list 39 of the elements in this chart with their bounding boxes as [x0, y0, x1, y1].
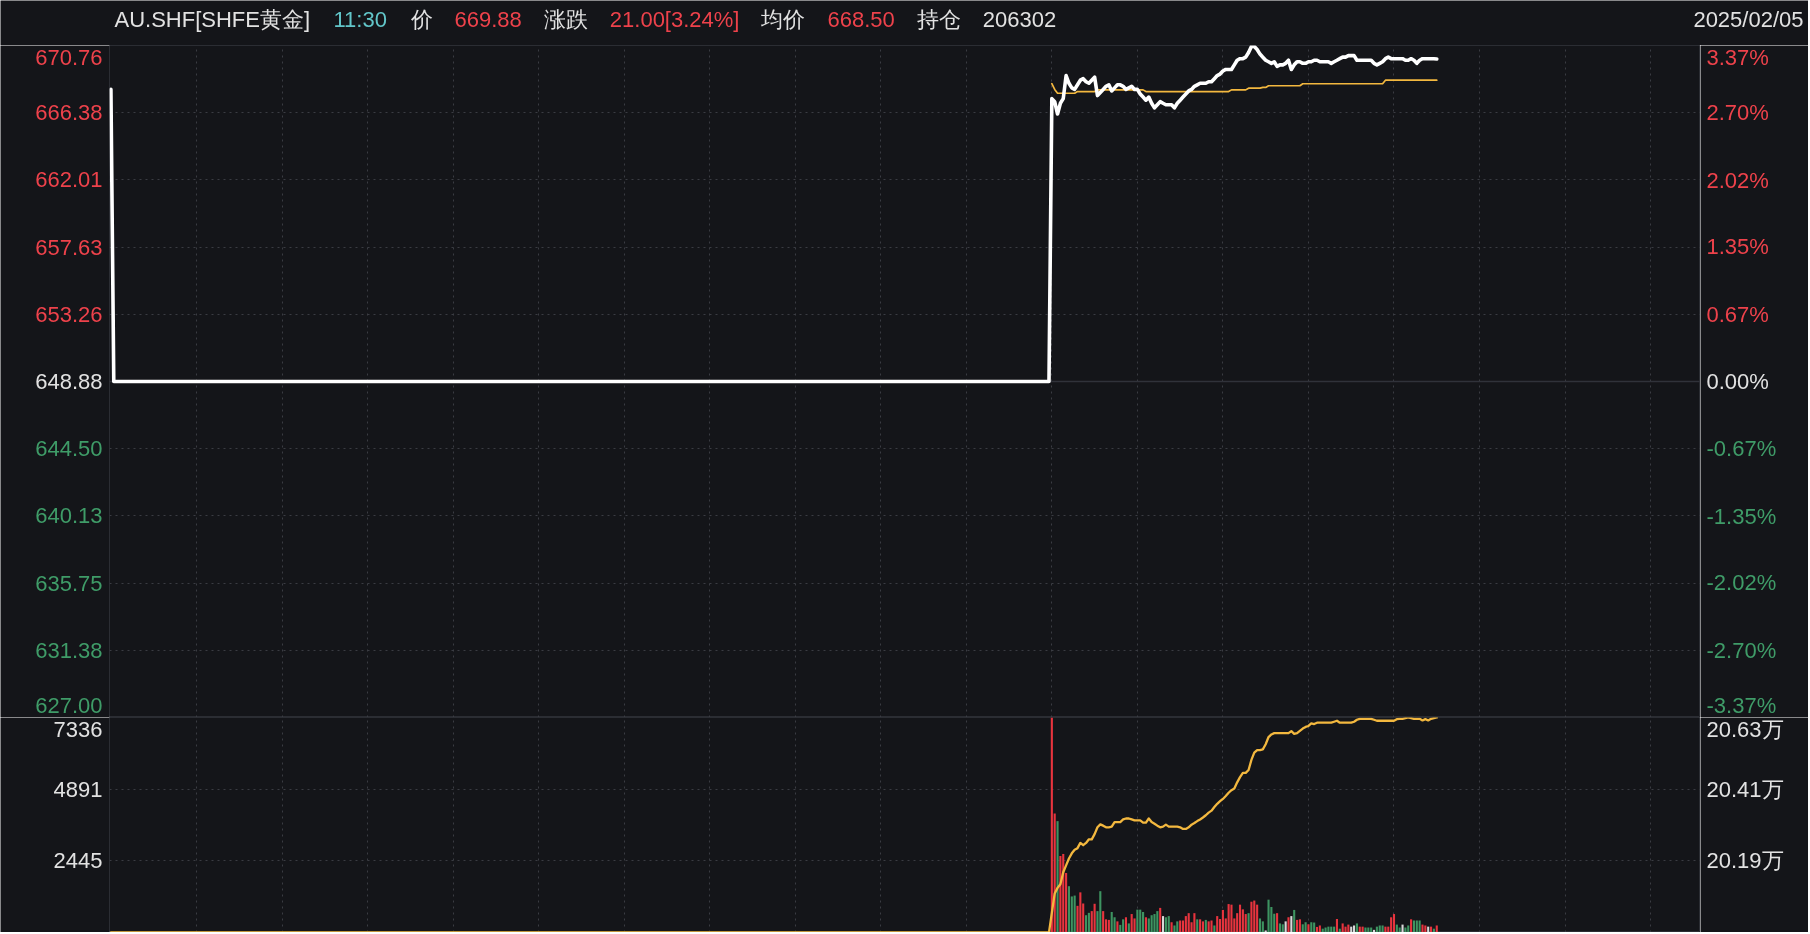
y2-tick-label: -0.67%	[1706, 435, 1777, 461]
y2-tick-label: 20.19万	[1706, 848, 1784, 874]
y2-tick-label: -2.02%	[1706, 570, 1777, 596]
y2-tick-label: 3.37%	[1706, 45, 1769, 71]
y2-tick-label: 20.41万	[1706, 776, 1784, 802]
y2-tick-label: 0.00%	[1706, 369, 1769, 394]
y-tick-label: 640.13	[35, 503, 103, 529]
y-tick-label: 4891	[53, 776, 103, 802]
y-tick-label: 670.76	[35, 45, 103, 71]
y-tick-label: 666.38	[35, 100, 103, 126]
y-tick-label: 662.01	[35, 167, 103, 193]
text: 持仓	[916, 7, 961, 32]
chart-title: AU.SHF[SHFE黄金]	[114, 7, 311, 32]
y2-tick-label: 20.63万	[1706, 717, 1784, 743]
y-tick-label: 7336	[53, 717, 103, 743]
text: 21.00[3.24%]	[609, 7, 740, 32]
text: 价	[409, 7, 433, 32]
y-tick-label: 657.63	[35, 234, 103, 260]
y-tick-label: 644.50	[35, 436, 103, 462]
y-tick-label: 653.26	[35, 301, 103, 327]
text: 涨跌	[543, 7, 588, 32]
text: 206302	[982, 7, 1057, 32]
text: 11:30	[333, 7, 387, 32]
y2-tick-label: -3.37%	[1706, 692, 1777, 718]
y2-tick-label: 2.02%	[1706, 167, 1769, 193]
y2-tick-label: -1.35%	[1706, 503, 1777, 529]
y2-tick-label: 2.70%	[1706, 99, 1769, 125]
y-tick-label: 627.00	[35, 692, 103, 718]
text: 均价	[760, 7, 806, 32]
y2-tick-label: 0.67%	[1706, 302, 1769, 328]
y2-tick-label: 1.35%	[1706, 234, 1769, 260]
y-tick-label: 2445	[53, 848, 103, 874]
text: 669.88	[454, 7, 522, 32]
y-tick-label: 635.75	[35, 570, 103, 596]
y2-tick-label: -2.70%	[1706, 638, 1777, 664]
y-tick-label: 648.88	[35, 369, 103, 394]
y-tick-label: 631.38	[35, 637, 103, 663]
text: 668.50	[827, 7, 895, 32]
text: 2025/02/05	[1693, 7, 1804, 32]
